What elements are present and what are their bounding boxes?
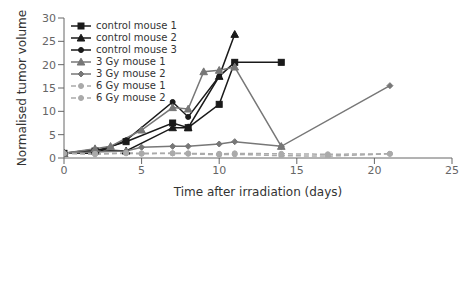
svg-text:Time after irradiation (days): Time after irradiation (days) — [173, 185, 343, 199]
html-text:3 Gy mouse 1: 3 Gy mouse 1 — [96, 56, 166, 67]
svg-text:0: 0 — [49, 152, 56, 165]
html-text:control mouse 2: control mouse 2 — [96, 32, 177, 43]
svg-text:10: 10 — [42, 105, 56, 118]
svg-text:5: 5 — [49, 129, 56, 142]
html-text:6 Gy mouse 1: 6 Gy mouse 1 — [96, 80, 166, 91]
svg-text:20: 20 — [42, 59, 56, 72]
svg-text:10: 10 — [212, 164, 226, 177]
html-text:control mouse 3: control mouse 3 — [96, 44, 177, 55]
svg-text:25: 25 — [445, 164, 459, 177]
svg-text:Normalised tumor volume: Normalised tumor volume — [15, 10, 29, 166]
svg-text:25: 25 — [42, 35, 56, 48]
html-text:control mouse 1: control mouse 1 — [96, 20, 177, 31]
svg-text:15: 15 — [290, 164, 304, 177]
html-text:3 Gy mouse 2: 3 Gy mouse 2 — [96, 68, 166, 79]
svg-text:15: 15 — [42, 82, 56, 95]
svg-text:0: 0 — [61, 164, 68, 177]
svg-text:20: 20 — [367, 164, 381, 177]
svg-text:5: 5 — [138, 164, 145, 177]
html-text:6 Gy mouse 2: 6 Gy mouse 2 — [96, 92, 166, 103]
svg-text:30: 30 — [42, 12, 56, 25]
